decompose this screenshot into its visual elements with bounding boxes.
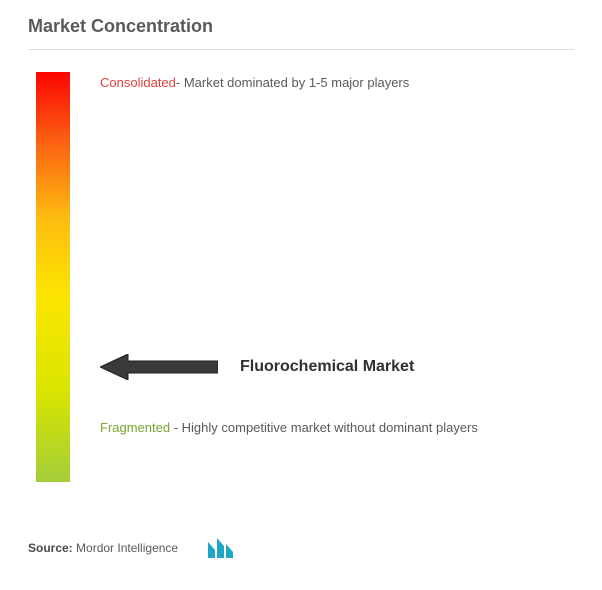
divider xyxy=(28,49,574,50)
source-value: Mordor Intelligence xyxy=(76,541,178,555)
source-line: Source: Mordor Intelligence xyxy=(28,541,178,555)
fragmented-tag: Fragmented xyxy=(100,420,170,435)
source-label: Source: xyxy=(28,541,73,555)
fragmented-label-row: Fragmented - Highly competitive market w… xyxy=(100,417,570,439)
market-label: Fluorochemical Market xyxy=(240,358,414,376)
arrow-left-icon xyxy=(100,354,218,380)
market-pointer-row: Fluorochemical Market xyxy=(100,354,414,380)
mordor-logo-icon xyxy=(206,536,236,560)
consolidated-description: - Market dominated by 1-5 major players xyxy=(176,75,409,90)
diagram-area: Consolidated- Market dominated by 1-5 ma… xyxy=(28,72,574,512)
concentration-gradient-bar xyxy=(36,72,70,482)
fragmented-description: - Highly competitive market without domi… xyxy=(170,420,478,435)
consolidated-tag: Consolidated xyxy=(100,75,176,90)
footer: Source: Mordor Intelligence xyxy=(28,536,236,560)
consolidated-label-row: Consolidated- Market dominated by 1-5 ma… xyxy=(100,74,570,92)
page-title: Market Concentration xyxy=(28,16,574,37)
header: Market Concentration xyxy=(28,16,574,49)
